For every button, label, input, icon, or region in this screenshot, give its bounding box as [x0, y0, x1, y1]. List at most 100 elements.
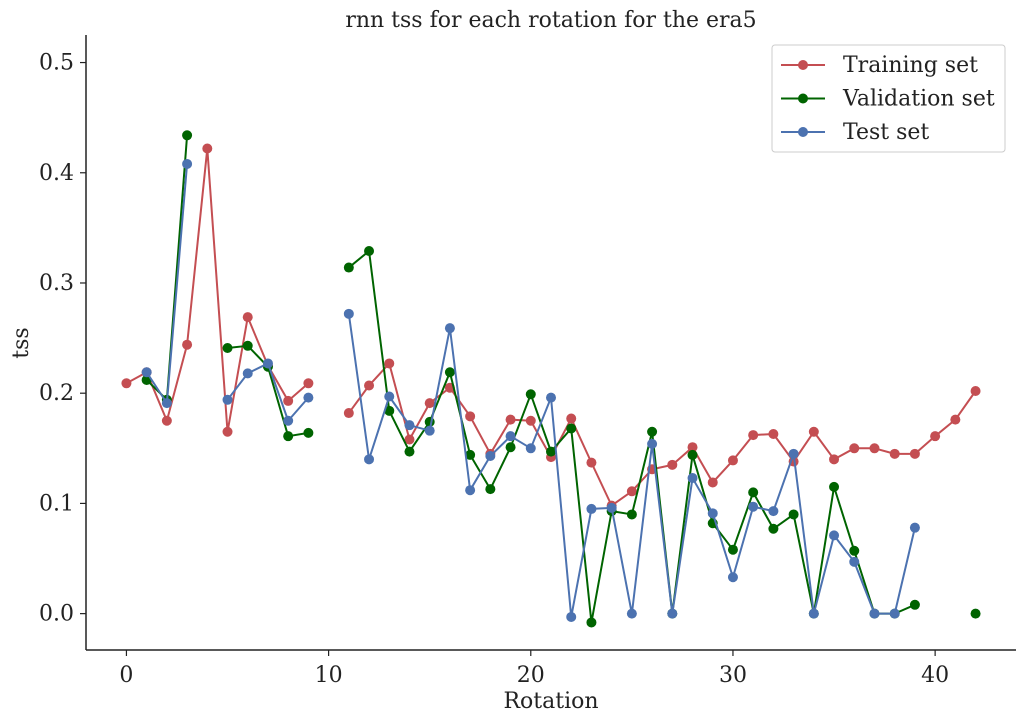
data-point [343, 308, 354, 319]
series-validation-set [141, 130, 981, 628]
legend-label: Training set [843, 53, 978, 78]
data-point [485, 484, 496, 495]
data-point [283, 395, 294, 406]
legend-marker [798, 60, 808, 70]
data-point [889, 608, 900, 619]
data-point [404, 420, 415, 431]
data-point [727, 455, 738, 466]
data-point [909, 599, 920, 610]
legend-label: Validation set [842, 87, 995, 112]
data-point [768, 506, 779, 517]
data-point [566, 423, 577, 434]
data-point [364, 246, 375, 257]
data-point [485, 451, 496, 462]
y-tick-label: 0.5 [39, 51, 74, 76]
data-point [727, 544, 738, 555]
data-point [182, 339, 193, 350]
data-point [788, 509, 799, 520]
data-point [202, 143, 213, 154]
data-point [384, 391, 395, 402]
data-point [889, 448, 900, 459]
data-point [667, 608, 678, 619]
data-point [849, 556, 860, 567]
data-point [444, 367, 455, 378]
data-point [465, 411, 476, 422]
series-layer [121, 130, 981, 628]
chart-title: rnn tss for each rotation for the era5 [345, 8, 756, 33]
data-point [404, 446, 415, 457]
data-point [606, 502, 617, 513]
data-point [141, 367, 152, 378]
data-point [626, 486, 637, 497]
data-point [182, 158, 193, 169]
legend-label: Test set [843, 120, 929, 145]
y-tick-label: 0.3 [39, 271, 74, 296]
data-point [303, 427, 314, 438]
data-point [768, 523, 779, 534]
data-point [808, 608, 819, 619]
data-point [444, 323, 455, 334]
data-point [950, 414, 961, 425]
data-point [930, 431, 941, 442]
data-point [788, 448, 799, 459]
data-point [465, 449, 476, 460]
data-point [727, 572, 738, 583]
data-point [566, 611, 577, 622]
x-ticks: 0 10 20 30 40 [119, 650, 949, 688]
data-point [970, 608, 981, 619]
data-point [586, 457, 597, 468]
data-point [424, 398, 435, 409]
data-point [465, 485, 476, 496]
data-point [161, 415, 172, 426]
data-point [586, 503, 597, 514]
data-point [525, 415, 536, 426]
data-point [303, 392, 314, 403]
data-point [222, 343, 233, 354]
data-point [303, 378, 314, 389]
data-point [667, 459, 678, 470]
data-point [364, 380, 375, 391]
data-point [182, 130, 193, 141]
series-test-set [141, 158, 920, 622]
data-point [262, 358, 273, 369]
y-tick-label: 0.1 [39, 491, 74, 516]
series-training-set [121, 143, 981, 511]
data-point [424, 416, 435, 427]
data-point [546, 446, 556, 457]
y-ticks: 0.0 0.1 0.2 0.3 0.4 0.5 [39, 51, 86, 627]
data-point [970, 385, 981, 396]
x-axis-label: Rotation [503, 689, 598, 714]
data-point [647, 426, 658, 437]
data-point [384, 358, 395, 369]
data-point [748, 487, 759, 498]
x-tick-label: 30 [719, 663, 747, 688]
data-point [869, 608, 880, 619]
y-tick-label: 0.2 [39, 381, 74, 406]
y-tick-label: 0.4 [39, 161, 74, 186]
data-point [424, 425, 435, 436]
data-point [849, 545, 860, 556]
data-point [505, 414, 516, 425]
data-point [343, 408, 354, 419]
data-point [161, 398, 172, 409]
data-point [505, 431, 516, 442]
data-point [829, 530, 840, 541]
data-point [242, 368, 253, 379]
data-point [121, 378, 132, 389]
y-axis-label: tss [9, 327, 34, 358]
data-point [748, 430, 759, 441]
data-point [626, 509, 637, 520]
data-point [707, 477, 718, 488]
legend-entry: Test set [781, 120, 929, 145]
legend-entry: Training set [781, 53, 978, 78]
data-point [546, 392, 556, 403]
data-point [505, 442, 516, 453]
data-point [748, 501, 759, 512]
data-point [384, 405, 395, 416]
data-point [909, 448, 920, 459]
data-point [687, 473, 698, 484]
data-point [222, 394, 233, 405]
data-point [283, 415, 294, 426]
legend-box [771, 44, 1006, 153]
